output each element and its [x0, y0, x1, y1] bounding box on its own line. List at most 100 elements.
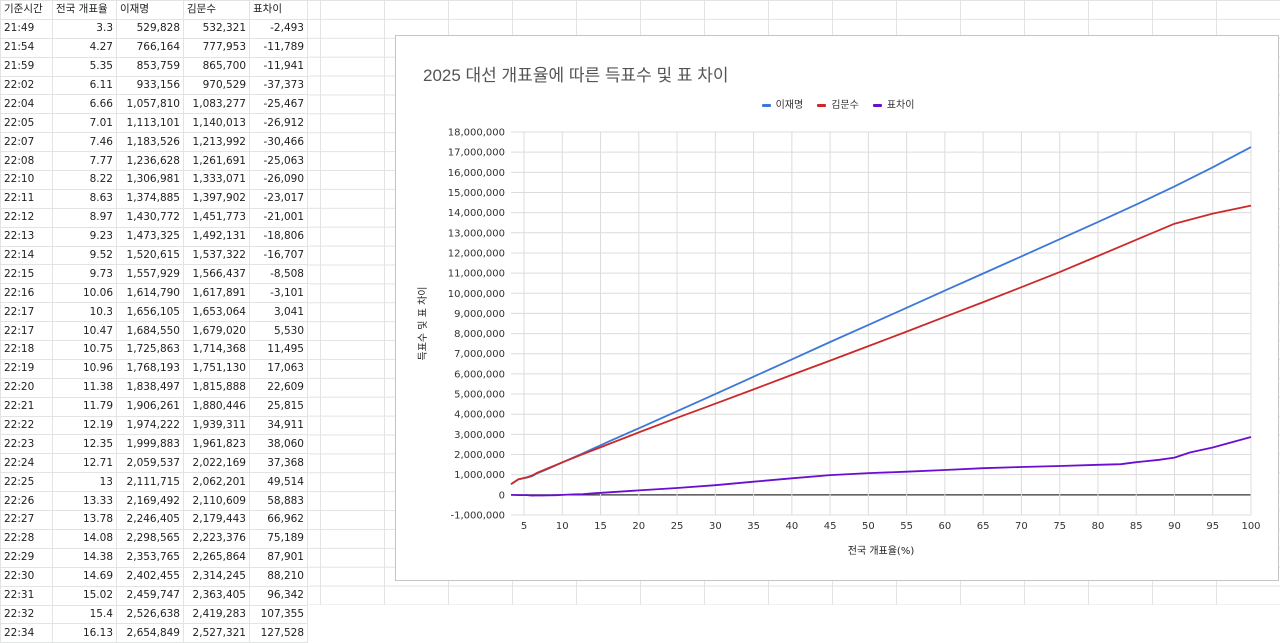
- table-cell[interactable]: 1,374,885: [116, 188, 184, 209]
- table-cell[interactable]: -21,001: [249, 207, 308, 228]
- table-cell[interactable]: 3,041: [249, 302, 308, 323]
- table-cell[interactable]: 96,342: [249, 585, 308, 606]
- table-cell[interactable]: 15.02: [52, 585, 117, 606]
- table-cell[interactable]: 1,815,888: [183, 377, 250, 398]
- table-cell[interactable]: 2,363,405: [183, 585, 250, 606]
- table-cell[interactable]: 1,183,526: [116, 132, 184, 153]
- table-cell[interactable]: 88,210: [249, 566, 308, 587]
- table-cell[interactable]: 22:26: [0, 491, 53, 512]
- table-cell[interactable]: 2,062,201: [183, 472, 250, 493]
- table-cell[interactable]: 22,609: [249, 377, 308, 398]
- table-cell[interactable]: 22:15: [0, 264, 53, 285]
- table-cell[interactable]: 1,306,981: [116, 170, 184, 190]
- table-cell[interactable]: 10.3: [52, 302, 117, 323]
- table-cell[interactable]: 14.69: [52, 566, 117, 587]
- table-cell[interactable]: 1,566,437: [183, 264, 250, 285]
- table-cell[interactable]: 22:11: [0, 188, 53, 209]
- table-cell[interactable]: 127,528: [249, 623, 308, 643]
- table-cell[interactable]: 1,999,883: [116, 434, 184, 455]
- table-cell[interactable]: 17,063: [249, 358, 308, 379]
- table-cell[interactable]: 2,527,321: [183, 623, 250, 643]
- table-cell[interactable]: 2,022,169: [183, 453, 250, 474]
- table-cell[interactable]: 13: [52, 472, 117, 493]
- column-header[interactable]: 표차이: [249, 0, 308, 20]
- table-cell[interactable]: 1,397,902: [183, 188, 250, 209]
- table-cell[interactable]: 1,614,790: [116, 283, 184, 304]
- table-cell[interactable]: 22:17: [0, 302, 53, 323]
- table-cell[interactable]: 107,355: [249, 604, 308, 625]
- table-cell[interactable]: 2,110,609: [183, 491, 250, 512]
- table-cell[interactable]: 14.08: [52, 528, 117, 549]
- column-header[interactable]: 전국 개표율: [52, 0, 117, 20]
- table-cell[interactable]: 14.38: [52, 547, 117, 568]
- table-cell[interactable]: -8,508: [249, 264, 308, 285]
- table-cell[interactable]: 1,236,628: [116, 151, 184, 172]
- table-cell[interactable]: 10.96: [52, 358, 117, 379]
- table-cell[interactable]: 8.97: [52, 207, 117, 228]
- table-cell[interactable]: 1,140,013: [183, 113, 250, 134]
- table-cell[interactable]: -37,373: [249, 75, 308, 96]
- table-cell[interactable]: 1,939,311: [183, 415, 250, 436]
- table-cell[interactable]: 12.71: [52, 453, 117, 474]
- table-cell[interactable]: 2,265,864: [183, 547, 250, 568]
- table-cell[interactable]: 11.79: [52, 396, 117, 417]
- table-cell[interactable]: 2,419,283: [183, 604, 250, 625]
- table-cell[interactable]: 1,492,131: [183, 226, 250, 247]
- table-cell[interactable]: 777,953: [183, 37, 250, 58]
- table-cell[interactable]: 22:18: [0, 340, 53, 360]
- table-cell[interactable]: 1,725,863: [116, 340, 184, 360]
- table-cell[interactable]: 12.19: [52, 415, 117, 436]
- table-cell[interactable]: 22:28: [0, 528, 53, 549]
- table-cell[interactable]: 2,298,565: [116, 528, 184, 549]
- table-cell[interactable]: 1,261,691: [183, 151, 250, 172]
- chart-panel[interactable]: 2025 대선 개표율에 따른 득표수 및 표 차이 이재명 김문수 표차이 -1,…: [395, 35, 1279, 581]
- table-cell[interactable]: 2,402,455: [116, 566, 184, 587]
- table-cell[interactable]: 1,057,810: [116, 94, 184, 115]
- table-cell[interactable]: 2,526,638: [116, 604, 184, 625]
- table-cell[interactable]: 22:05: [0, 113, 53, 134]
- table-cell[interactable]: 22:22: [0, 415, 53, 436]
- table-cell[interactable]: 22:19: [0, 358, 53, 379]
- table-cell[interactable]: 22:32: [0, 604, 53, 625]
- table-cell[interactable]: 7.77: [52, 151, 117, 172]
- table-cell[interactable]: 933,156: [116, 75, 184, 96]
- table-cell[interactable]: 22:25: [0, 472, 53, 493]
- table-cell[interactable]: 22:13: [0, 226, 53, 247]
- table-cell[interactable]: 22:02: [0, 75, 53, 96]
- table-cell[interactable]: 49,514: [249, 472, 308, 493]
- table-cell[interactable]: 8.22: [52, 170, 117, 190]
- table-cell[interactable]: -26,912: [249, 113, 308, 134]
- table-cell[interactable]: 37,368: [249, 453, 308, 474]
- table-cell[interactable]: 1,653,064: [183, 302, 250, 323]
- table-cell[interactable]: 766,164: [116, 37, 184, 58]
- legend-item[interactable]: 표차이: [872, 96, 914, 111]
- table-cell[interactable]: 1,656,105: [116, 302, 184, 323]
- table-cell[interactable]: 1,906,261: [116, 396, 184, 417]
- table-cell[interactable]: 1,430,772: [116, 207, 184, 228]
- table-cell[interactable]: 21:49: [0, 18, 53, 39]
- table-cell[interactable]: 21:54: [0, 37, 53, 58]
- table-cell[interactable]: 2,459,747: [116, 585, 184, 606]
- table-cell[interactable]: 1,537,322: [183, 245, 250, 266]
- table-cell[interactable]: 87,901: [249, 547, 308, 568]
- table-cell[interactable]: 5.35: [52, 56, 117, 77]
- table-cell[interactable]: -11,941: [249, 56, 308, 77]
- table-cell[interactable]: 1,684,550: [116, 321, 184, 342]
- table-cell[interactable]: 1,473,325: [116, 226, 184, 247]
- table-cell[interactable]: -26,090: [249, 170, 308, 190]
- table-cell[interactable]: 7.01: [52, 113, 117, 134]
- table-cell[interactable]: -2,493: [249, 18, 308, 39]
- legend-item[interactable]: 김문수: [817, 96, 859, 111]
- table-cell[interactable]: 22:21: [0, 396, 53, 417]
- table-cell[interactable]: -11,789: [249, 37, 308, 58]
- table-cell[interactable]: 532,321: [183, 18, 250, 39]
- table-cell[interactable]: 3.3: [52, 18, 117, 39]
- table-cell[interactable]: 1,520,615: [116, 245, 184, 266]
- table-cell[interactable]: 2,223,376: [183, 528, 250, 549]
- table-cell[interactable]: 22:07: [0, 132, 53, 153]
- table-cell[interactable]: 16.13: [52, 623, 117, 643]
- table-cell[interactable]: 22:04: [0, 94, 53, 115]
- table-cell[interactable]: 1,714,368: [183, 340, 250, 360]
- table-cell[interactable]: 58,883: [249, 491, 308, 512]
- table-cell[interactable]: 6.11: [52, 75, 117, 96]
